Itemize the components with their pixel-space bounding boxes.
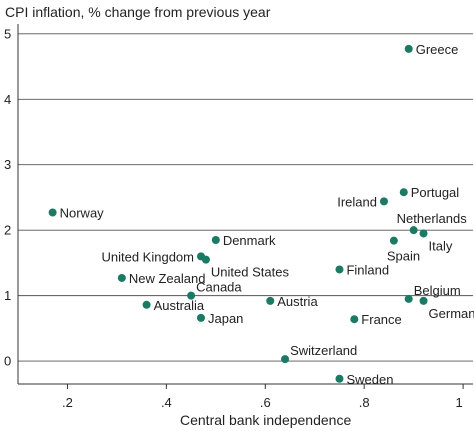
data-point <box>211 236 220 244</box>
point-label: Portugal <box>411 185 460 200</box>
axes: 0 1 2 3 4 5 .2 .4 .6 .8 1 <box>4 24 473 410</box>
data-point <box>335 265 344 274</box>
y-tick-label: 5 <box>4 26 11 41</box>
point-label: Finland <box>346 262 389 277</box>
data-point <box>335 374 344 383</box>
x-tick-label: .8 <box>359 395 370 410</box>
point-label: France <box>361 312 401 327</box>
data-point <box>389 236 398 245</box>
data-point <box>419 296 428 305</box>
point-label: Spain <box>387 249 420 264</box>
point-label: Austria <box>277 294 318 309</box>
data-point <box>281 355 290 364</box>
point-label: Canada <box>196 280 242 295</box>
data-point <box>142 300 151 309</box>
data-point <box>404 44 413 53</box>
point-labels: Greece Portugal Ireland Norway Netherlands It… <box>60 42 474 387</box>
point-label: Belgium <box>414 283 461 298</box>
data-point <box>187 291 196 300</box>
x-tick-label: .2 <box>62 395 73 410</box>
point-label: Switzerland <box>290 343 357 358</box>
point-label: Australia <box>154 298 205 313</box>
point-label: United Kingdom <box>101 249 194 264</box>
x-tick-label: .4 <box>161 395 172 410</box>
data-point <box>379 197 388 206</box>
x-tick-label: .6 <box>260 395 271 410</box>
data-point <box>409 226 418 235</box>
y-tick-label: 1 <box>4 288 11 303</box>
chart-title: CPI inflation, % change from previous ye… <box>5 4 271 20</box>
x-tick-label: 1 <box>455 395 462 410</box>
gridlines <box>18 33 473 362</box>
y-tick-label: 4 <box>4 92 11 107</box>
x-axis-title: Central bank independence <box>180 412 351 428</box>
data-point <box>419 229 428 238</box>
data-point <box>404 294 413 303</box>
data-point <box>266 296 275 305</box>
point-label: Netherlands <box>397 211 468 226</box>
point-label: United States <box>211 265 290 280</box>
point-label: Norway <box>60 206 105 221</box>
data-point <box>399 188 408 197</box>
point-label: Denmark <box>223 233 276 248</box>
y-tick-label: 0 <box>4 354 11 369</box>
data-point <box>117 273 126 282</box>
point-label: Ireland <box>337 194 377 209</box>
data-point <box>350 315 359 324</box>
point-label: New Zealand <box>129 271 206 286</box>
point-label: Sweden <box>346 372 393 387</box>
point-label: Japan <box>208 311 243 326</box>
y-tick-label: 2 <box>4 223 11 238</box>
y-tick-label: 3 <box>4 157 11 172</box>
data-point <box>196 313 205 322</box>
point-label: Greece <box>416 42 459 57</box>
point-label: Italy <box>429 238 453 253</box>
data-points <box>48 44 428 383</box>
point-label: Germany <box>429 306 474 321</box>
data-point <box>201 255 210 264</box>
data-point <box>48 208 57 217</box>
